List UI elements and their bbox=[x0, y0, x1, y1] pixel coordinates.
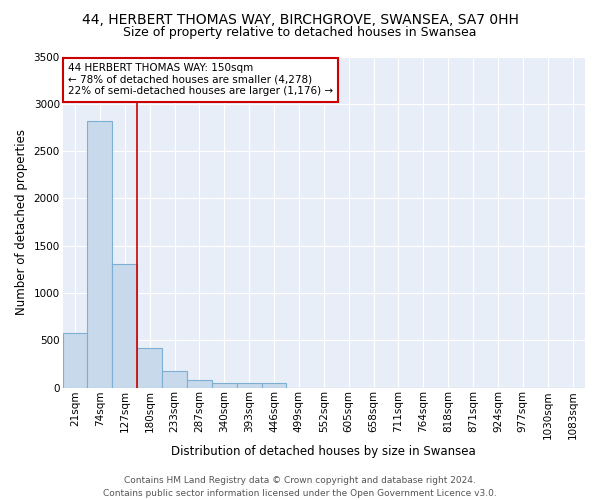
Text: Contains HM Land Registry data © Crown copyright and database right 2024.
Contai: Contains HM Land Registry data © Crown c… bbox=[103, 476, 497, 498]
Bar bbox=[88, 121, 112, 388]
Y-axis label: Number of detached properties: Number of detached properties bbox=[15, 129, 28, 315]
Bar bbox=[262, 384, 286, 388]
Text: 44 HERBERT THOMAS WAY: 150sqm
← 78% of detached houses are smaller (4,278)
22% o: 44 HERBERT THOMAS WAY: 150sqm ← 78% of d… bbox=[68, 63, 333, 96]
Bar bbox=[212, 383, 237, 388]
Bar bbox=[137, 348, 162, 388]
Text: 44, HERBERT THOMAS WAY, BIRCHGROVE, SWANSEA, SA7 0HH: 44, HERBERT THOMAS WAY, BIRCHGROVE, SWAN… bbox=[82, 12, 518, 26]
Bar bbox=[237, 384, 262, 388]
Bar bbox=[62, 332, 88, 388]
Text: Size of property relative to detached houses in Swansea: Size of property relative to detached ho… bbox=[123, 26, 477, 39]
Bar bbox=[162, 372, 187, 388]
Bar bbox=[187, 380, 212, 388]
X-axis label: Distribution of detached houses by size in Swansea: Distribution of detached houses by size … bbox=[172, 444, 476, 458]
Bar bbox=[112, 264, 137, 388]
